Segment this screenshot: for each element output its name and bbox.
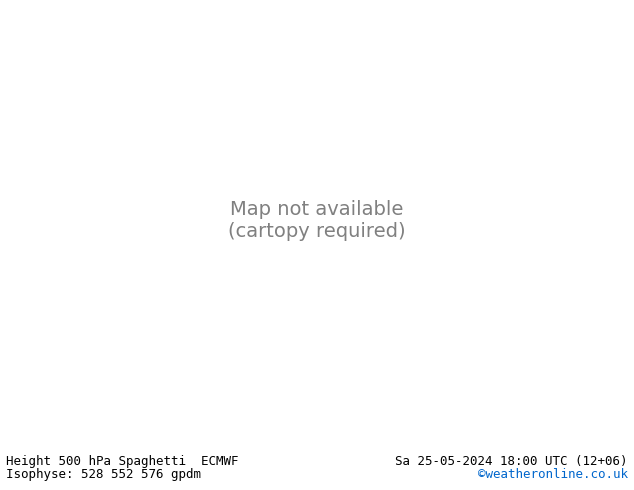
Text: Isophyse: 528 552 576 gpdm: Isophyse: 528 552 576 gpdm bbox=[6, 468, 202, 481]
Text: Height 500 hPa Spaghetti  ECMWF: Height 500 hPa Spaghetti ECMWF bbox=[6, 455, 239, 468]
Text: Map not available
(cartopy required): Map not available (cartopy required) bbox=[228, 200, 406, 241]
Text: Sa 25-05-2024 18:00 UTC (12+06): Sa 25-05-2024 18:00 UTC (12+06) bbox=[395, 455, 628, 468]
Text: ©weatheronline.co.uk: ©weatheronline.co.uk bbox=[477, 468, 628, 481]
